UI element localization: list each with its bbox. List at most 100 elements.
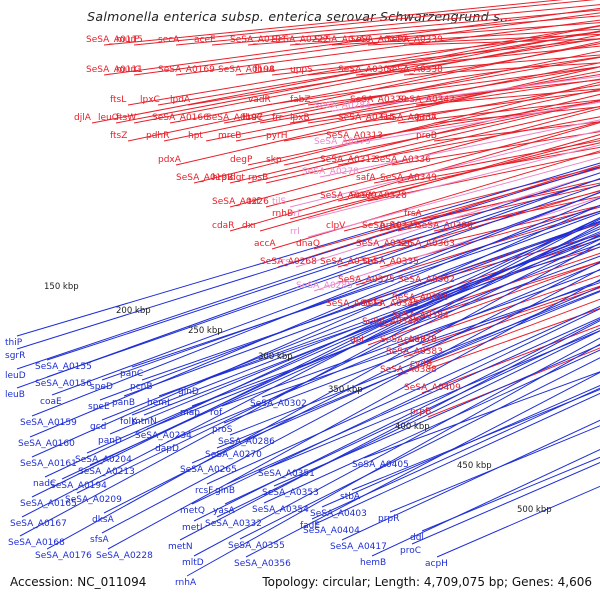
label-connector [235,70,600,142]
forward-gene-label: SeSA_A0166 [152,113,209,123]
reverse-gene-label: leuB [5,390,25,400]
reverse-gene-label: glnB [215,486,235,496]
label-connector [289,74,600,124]
reverse-gene-label: SeSA_A0165 [20,499,77,509]
label-connector [371,449,600,557]
forward-gene-label: SeSA_A0384 [392,311,449,321]
reverse-gene-label: mltD [182,558,204,568]
forward-gene-label: SeSA_A0192 [176,173,233,183]
label-connector [379,252,600,328]
label-connector [259,66,600,124]
scale-tick-label: 250 kbp [188,326,223,336]
forward-gene-label: proA [416,113,438,123]
rna-gene-label: tilS [272,197,287,207]
reverse-gene-label: metN [168,542,193,552]
scale-tick-label: 350 kbp [328,385,363,395]
forward-gene-label: SeSA_A0383 [386,347,443,357]
label-connector [351,388,600,491]
label-connector [421,456,600,532]
label-connector [191,286,600,464]
label-connector [127,24,600,106]
rna-gene-label: rrl [290,227,300,237]
reverse-gene-label: prpR [378,514,399,524]
label-connector [259,134,600,232]
forward-gene-label: dnaQ [296,239,320,249]
reverse-gene-label: SeSA_A0265 [180,465,237,475]
label-connector [307,45,600,76]
reverse-gene-label: folK [120,417,138,427]
scale-ticks: 150 kbp 200 kbp 250 kbp 300 kbp 350 kbp 400 k… [44,282,552,515]
forward-gene-label: SeSA_A0198 [218,65,275,75]
label-connector [409,246,600,304]
reverse-gene-label: SeSA_A0351 [258,469,315,479]
forward-gene-label: pdxA [158,155,182,165]
forward-gene-label: SeSA_A0304 [338,65,395,75]
label-connector [355,210,600,286]
forward-gene-label: tsf [248,197,260,207]
forward-gene-label: SeSA_A0342 [398,95,455,105]
reverse-gene-label: coaE [40,397,62,407]
forward-gene-label: SeSA_A0348 [362,317,419,327]
forward-gene-label: SeSA_A0191 [230,35,287,45]
label-connector [103,7,600,76]
label-connector [216,291,600,449]
forward-gene-label: lpxC [140,95,160,105]
label-connector [16,177,600,389]
scale-tick-label: 400 kbp [395,422,430,432]
reverse-gene-label: panB [112,398,135,408]
label-connector [433,121,600,142]
reverse-gene-label: SeSA_A0403 [310,509,367,519]
forward-gene-label: SeSA_A0314 [320,257,377,267]
reverse-gene-label: rnhA [175,578,197,588]
forward-gene-label: djlA [74,113,92,123]
forward-gene-label: SeSA_A0378 [380,335,437,345]
forward-gene-label: prpB [410,407,431,417]
label-connector [221,269,600,407]
reverse-gene-label: SeSA_A0355 [228,541,285,551]
forward-gene-label: SeSA_A0323 [326,299,383,309]
reverse-gene-label: SeSA_A0194 [50,481,107,491]
label-connector [355,90,600,124]
reverse-gene-label: metI [182,523,203,533]
rna-gene-label: rrf [290,209,301,219]
forward-gene-label: SeSA_A0345 [362,299,419,309]
label-connector [31,204,600,458]
forward-gene-label: SeSA_A0222 [272,35,329,45]
label-connector [313,167,600,250]
reverse-gene-label: fadE [300,521,320,531]
forward-gene-label: SeSA_A0337 [380,113,437,123]
reverse-gene-label: acpH [425,559,448,569]
reverse-gene-label: SeSA_A0159 [20,418,77,428]
reverse-gene-label: SeSA_A0234 [135,431,192,441]
forward-gene-label: SeSA_A0315 [338,113,395,123]
label-connector [223,280,600,424]
forward-gene-label: SeSA_A0338 [386,65,443,75]
forward-gene-label: gpt [350,335,365,345]
reverse-gene-label: sfsA [90,535,110,545]
reverse-gene-label: SeSA_A0167 [10,519,67,529]
forward-gene-label: lpdA [170,95,191,105]
reverse-gene-label: proC [400,546,421,556]
reverse-gene-label: SeSA_A0204 [75,455,132,465]
label-connector [226,317,600,485]
label-connector [289,129,600,208]
forward-gene-label: secA [158,35,180,45]
forward-gene-label: cueR [404,335,426,345]
label-connector [91,25,600,124]
label-connector [311,387,600,520]
reverse-gene-label: SeSA_A0161 [20,459,77,469]
label-connector [433,196,600,232]
forward-gene-label: murF [116,35,139,45]
reverse-gene-label: SeSA_A0332 [205,519,262,529]
label-connector [269,330,600,468]
reverse-gene-label: ddl [410,533,424,543]
forward-gene-label: SeSA_A0309 [320,191,377,201]
label-connector [101,221,600,421]
label-connector [403,62,600,76]
label-connector [99,212,600,401]
forward-gene-label: SeSA_A0111 [86,65,143,75]
label-connector [307,144,600,220]
label-connector [273,344,600,487]
label-connector [427,347,600,418]
